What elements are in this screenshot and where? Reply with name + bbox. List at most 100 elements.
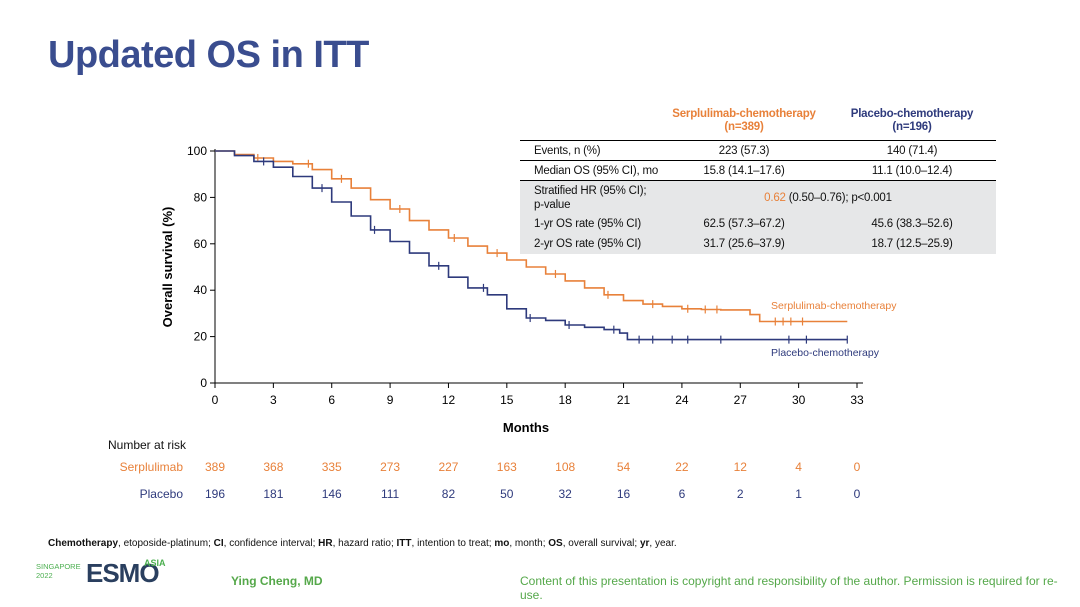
risk-row-label: Placebo: [139, 487, 183, 501]
row-label: Median OS (95% CI), mo: [534, 164, 659, 177]
risk-value: 389: [204, 460, 226, 474]
y-tick-label: 0: [200, 376, 207, 390]
y-axis-label: Overall survival (%): [160, 207, 175, 328]
slide-title: Updated OS in ITT: [48, 34, 369, 76]
y-tick-label: 60: [194, 237, 208, 251]
risk-value: 0: [853, 487, 861, 501]
x-tick-label: 12: [442, 393, 456, 407]
col2-n: (n=196): [892, 121, 932, 133]
risk-value: 12: [733, 460, 747, 474]
series-line-placebo: [215, 150, 848, 341]
footnote-term: Chemotherapy: [48, 538, 119, 549]
esmo-asia-logo: SINGAPORE 2022 ESMO ASIA: [36, 558, 176, 588]
footnote-def: , intention to treat;: [411, 538, 495, 549]
risk-value: 50: [500, 487, 514, 501]
stats-row-1yr: 1-yr OS rate (95% CI) 62.5 (57.3–67.2) 4…: [520, 214, 996, 234]
copyright-notice: Content of this presentation is copyrigh…: [520, 574, 1058, 602]
stats-row-median: Median OS (95% CI), mo 15.8 (14.1–17.6) …: [520, 160, 996, 180]
footnote-term: yr: [639, 538, 650, 549]
author-name: Ying Cheng, MD: [231, 574, 323, 588]
risk-value: 111: [380, 487, 400, 501]
row-value-placebo: 18.7 (12.5–25.9): [871, 238, 953, 250]
risk-value: 82: [441, 487, 456, 501]
risk-value: 1: [795, 487, 802, 501]
series-line-serplulimab: [215, 150, 848, 323]
footnote-def: , overall survival;: [562, 538, 640, 549]
footnote-def: , etoposide-platinum;: [118, 538, 214, 549]
row-value-placebo: 140 (71.4): [886, 144, 938, 157]
footnote-def: , confidence interval;: [223, 538, 319, 549]
risk-table-header: Number at risk: [108, 438, 187, 452]
risk-value: 0: [853, 460, 861, 474]
footnote-def: , hazard ratio;: [332, 538, 397, 549]
footnote: Chemotherapy, etoposide-platinum; CI, co…: [48, 538, 677, 549]
footnote-def: , year.: [649, 538, 677, 549]
x-axis-label: Months: [503, 420, 549, 435]
footnote-term: HR: [318, 538, 333, 549]
legend-placebo: Placebo-chemotherapy: [771, 347, 880, 359]
x-tick-label: 3: [270, 393, 277, 407]
logo-region: ASIA: [144, 558, 166, 568]
x-tick-label: 9: [387, 393, 394, 407]
risk-value: 368: [263, 460, 284, 474]
stats-row-2yr: 2-yr OS rate (95% CI) 31.7 (25.6–37.9) 1…: [520, 234, 996, 254]
risk-value: 181: [263, 487, 284, 501]
risk-value: 54: [616, 460, 631, 474]
risk-value: 16: [616, 487, 631, 501]
y-tick-label: 100: [187, 144, 207, 158]
row-label-line2: p-value: [534, 198, 571, 211]
legend-serplulimab: Serplulimab-chemotherapy: [771, 300, 897, 312]
risk-value: 335: [321, 460, 342, 474]
risk-value: 146: [321, 487, 342, 501]
row-label-line1: Stratified HR (95% CI);: [534, 184, 647, 197]
risk-value: 6: [678, 487, 686, 501]
x-tick-label: 24: [675, 393, 689, 407]
x-tick-label: 6: [328, 393, 335, 407]
risk-value: 2: [736, 487, 744, 501]
risk-value: 163: [496, 460, 517, 474]
stats-row-hr: Stratified HR (95% CI); p-value 0.62 (0.…: [520, 180, 996, 214]
stats-header: Serplulimab-chemotherapy (n=389) Placebo…: [520, 108, 996, 140]
x-tick-label: 0: [212, 393, 219, 407]
footnote-term: OS: [548, 538, 563, 549]
risk-value: 273: [380, 460, 401, 474]
risk-value: 196: [204, 487, 226, 501]
risk-value: 22: [675, 460, 689, 474]
footnote-term: mo: [494, 538, 510, 549]
x-tick-label: 21: [617, 393, 631, 407]
col1-header: Serplulimab-chemotherapy: [672, 108, 816, 120]
risk-value: 32: [558, 487, 572, 501]
hr-ci-pvalue: (0.50–0.76); p<0.001: [785, 191, 892, 204]
risk-value: 227: [438, 460, 459, 474]
row-label: 1-yr OS rate (95% CI): [534, 218, 641, 230]
stats-table: Serplulimab-chemotherapy (n=389) Placebo…: [520, 108, 996, 254]
row-label: 2-yr OS rate (95% CI): [534, 238, 641, 250]
col1-n: (n=389): [724, 121, 764, 133]
x-tick-label: 33: [850, 393, 864, 407]
risk-value: 4: [795, 460, 802, 474]
x-tick-label: 27: [734, 393, 748, 407]
logo-year: 2022: [36, 571, 53, 580]
row-value-serplulimab: 15.8 (14.1–17.6): [703, 164, 785, 177]
footnote-term: CI: [213, 538, 224, 549]
logo-location: SINGAPORE: [36, 562, 81, 571]
y-tick-label: 20: [194, 330, 208, 344]
risk-value: 108: [555, 460, 576, 474]
footnote-def: , month;: [509, 538, 549, 549]
x-tick-label: 18: [559, 393, 573, 407]
row-value-serplulimab: 223 (57.3): [718, 144, 770, 157]
footnote-term: ITT: [396, 538, 412, 549]
logo-brand: ESMO: [86, 558, 160, 588]
hr-value: 0.62: [764, 191, 786, 204]
row-value-placebo: 11.1 (10.0–12.4): [871, 164, 953, 177]
col2-header: Placebo-chemotherapy: [850, 108, 974, 120]
risk-row-label: Serplulimab: [119, 460, 183, 474]
row-value-serplulimab: 62.5 (57.3–67.2): [703, 218, 785, 230]
row-value-placebo: 45.6 (38.3–52.6): [871, 218, 953, 230]
row-value-serplulimab: 31.7 (25.6–37.9): [703, 238, 785, 250]
row-label: Events, n (%): [534, 144, 601, 157]
y-tick-label: 80: [194, 190, 208, 204]
y-tick-label: 40: [194, 283, 208, 297]
x-tick-label: 30: [792, 393, 806, 407]
